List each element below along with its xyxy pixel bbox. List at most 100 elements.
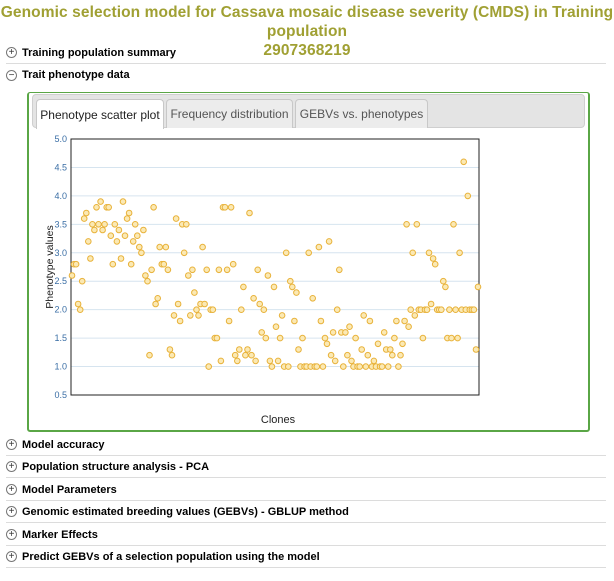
scatter-point[interactable]: [164, 266, 172, 274]
scatter-point[interactable]: [89, 221, 96, 228]
scatter-point[interactable]: [262, 334, 270, 342]
scatter-point[interactable]: [244, 346, 251, 353]
scatter-point[interactable]: [240, 283, 247, 291]
scatter-point[interactable]: [176, 317, 184, 325]
scatter-point[interactable]: [258, 329, 265, 336]
scatter-point[interactable]: [323, 340, 331, 348]
scatter-point[interactable]: [289, 283, 296, 291]
scatter-point[interactable]: [399, 340, 406, 348]
scatter-point[interactable]: [236, 346, 243, 353]
scatter-point[interactable]: [185, 272, 192, 279]
scatter-point[interactable]: [146, 351, 153, 359]
plus-circle-icon[interactable]: +: [6, 484, 17, 495]
scatter-point[interactable]: [101, 221, 108, 228]
scatter-point[interactable]: [195, 312, 202, 319]
scatter-point[interactable]: [127, 260, 135, 268]
scatter-point[interactable]: [113, 238, 121, 245]
scatter-point[interactable]: [344, 351, 351, 359]
scatter-point[interactable]: [395, 363, 402, 370]
scatter-point[interactable]: [156, 243, 163, 251]
scatter-point[interactable]: [366, 317, 374, 325]
scatter-point[interactable]: [309, 295, 317, 302]
minus-circle-icon[interactable]: −: [6, 69, 17, 81]
scatter-point[interactable]: [470, 306, 478, 313]
scatter-point[interactable]: [319, 363, 327, 370]
scatter-point[interactable]: [313, 363, 321, 370]
scatter-point[interactable]: [111, 221, 119, 228]
scatter-point[interactable]: [193, 306, 200, 313]
scatter-point[interactable]: [234, 357, 241, 365]
scatter-point[interactable]: [287, 277, 294, 285]
scatter-point[interactable]: [325, 238, 333, 245]
scatter-point[interactable]: [427, 300, 435, 308]
scatter-point[interactable]: [144, 277, 151, 285]
scatter-point[interactable]: [329, 329, 337, 336]
scatter-point[interactable]: [189, 266, 196, 274]
scatter-point[interactable]: [213, 334, 221, 342]
plus-circle-icon[interactable]: +: [6, 461, 17, 472]
scatter-point[interactable]: [364, 351, 372, 359]
scatter-point[interactable]: [266, 357, 274, 365]
scatter-point[interactable]: [217, 357, 225, 365]
scatter-point[interactable]: [170, 312, 178, 319]
scatter-point[interactable]: [440, 277, 447, 285]
scatter-point[interactable]: [464, 192, 472, 200]
scatter-point[interactable]: [174, 300, 182, 308]
scatter-point[interactable]: [209, 306, 217, 313]
tab-phenotype-scatter-plot[interactable]: Phenotype scatter plot: [36, 99, 164, 129]
scatter-point[interactable]: [321, 334, 329, 342]
scatter-point[interactable]: [246, 209, 253, 217]
scatter-point[interactable]: [389, 351, 396, 359]
scatter-point[interactable]: [191, 289, 198, 296]
scatter-point[interactable]: [131, 221, 139, 228]
scatter-point[interactable]: [225, 317, 233, 325]
scatter-point[interactable]: [105, 204, 112, 211]
scatter-point[interactable]: [438, 306, 445, 313]
scatter-point[interactable]: [76, 306, 84, 313]
scatter-point[interactable]: [148, 266, 155, 274]
section-genomic-estimated-breeding-values-gebvs-gblup-method[interactable]: + Genomic estimated breeding values (GEBV…: [6, 501, 606, 523]
scatter-point[interactable]: [203, 266, 210, 274]
scatter-point[interactable]: [356, 363, 364, 370]
scatter-point[interactable]: [107, 232, 115, 239]
scatter-point[interactable]: [150, 204, 157, 211]
scatter-point[interactable]: [268, 363, 276, 370]
scatter-point[interactable]: [162, 243, 170, 251]
scatter-point[interactable]: [409, 249, 417, 257]
scatter-point[interactable]: [242, 351, 249, 359]
scatter-point[interactable]: [431, 260, 439, 268]
scatter-point[interactable]: [315, 243, 323, 251]
plus-circle-icon[interactable]: +: [6, 551, 17, 562]
scatter-point[interactable]: [370, 357, 378, 365]
scatter-point[interactable]: [276, 334, 284, 342]
scatter-point[interactable]: [229, 260, 237, 268]
scatter-point[interactable]: [352, 334, 359, 342]
scatter-point[interactable]: [285, 363, 292, 370]
scatter-point[interactable]: [413, 221, 421, 228]
scatter-point[interactable]: [264, 272, 272, 279]
scatter-point[interactable]: [429, 255, 437, 262]
scatter-point[interactable]: [160, 260, 168, 268]
scatter-point[interactable]: [80, 215, 88, 222]
section-model-parameters[interactable]: + Model Parameters: [6, 479, 606, 501]
scatter-point[interactable]: [183, 221, 190, 228]
scatter-point[interactable]: [317, 317, 325, 325]
scatter-point[interactable]: [121, 232, 129, 239]
scatter-point[interactable]: [472, 346, 480, 353]
scatter-point[interactable]: [187, 312, 194, 319]
scatter-point[interactable]: [123, 215, 131, 222]
scatter-point[interactable]: [358, 346, 366, 353]
scatter-point[interactable]: [91, 226, 98, 234]
scatter-point[interactable]: [250, 295, 257, 302]
scatter-point[interactable]: [419, 334, 427, 342]
scatter-point[interactable]: [221, 204, 229, 211]
scatter-point[interactable]: [333, 306, 341, 313]
scatter-point[interactable]: [393, 317, 400, 325]
scatter-point[interactable]: [119, 198, 127, 205]
scatter-point[interactable]: [391, 334, 398, 342]
plus-circle-icon[interactable]: +: [6, 47, 17, 58]
scatter-point[interactable]: [305, 249, 313, 257]
scatter-point[interactable]: [87, 255, 94, 262]
tab-frequency-distribution[interactable]: Frequency distribution: [166, 99, 293, 128]
scatter-point[interactable]: [460, 158, 468, 166]
